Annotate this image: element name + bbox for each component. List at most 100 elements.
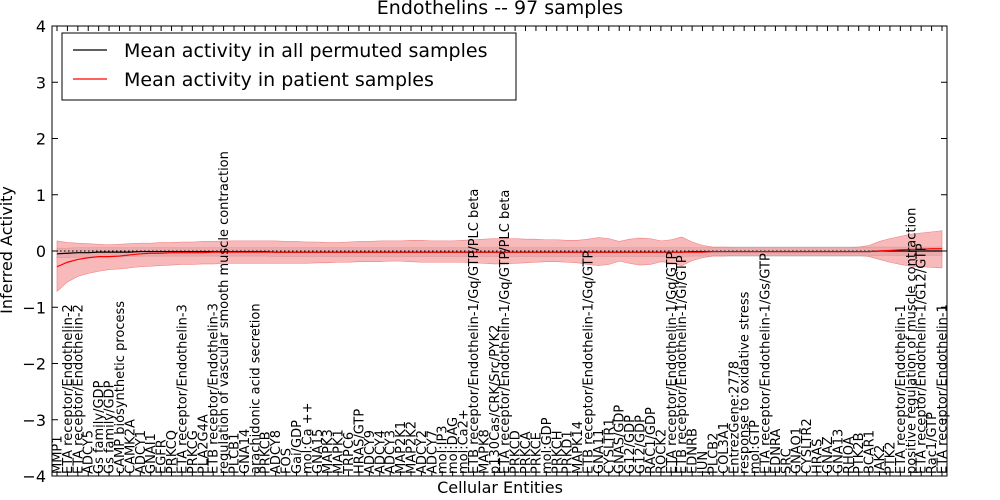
x-tick-label: ETA receptor/Endothelin-2	[71, 304, 86, 474]
x-tick-label: ETA receptor/Endothelin-1/Gs/GTP	[759, 253, 774, 474]
x-tick-label: PRKCG	[186, 430, 201, 474]
mean-lines	[56, 248, 942, 268]
y-tick-label: 1	[36, 186, 46, 205]
y-tick-label: −3	[22, 411, 46, 430]
legend-label-permuted: Mean activity in all permuted samples	[124, 40, 487, 62]
x-tick-label: MAPK14	[571, 421, 586, 474]
y-tick-label: −2	[22, 355, 46, 374]
x-tick-label: PLCB2	[706, 433, 721, 474]
x-tick-label: ADCY4	[373, 430, 388, 474]
x-tick-label: PLCB1	[228, 433, 243, 474]
x-tick-label: EGFR	[155, 439, 170, 474]
x-tick-label: PRKD1	[561, 430, 576, 474]
x-tick-label: G12/GDP	[623, 415, 638, 474]
x-tick-label: Rac1/GTP	[925, 412, 940, 474]
x-tick-label: p130Cas/CRK/Src/PYK2	[488, 325, 503, 474]
x-tick-label: ETB receptor/Endothelin-1/Gq/GTP	[582, 251, 597, 474]
x-tick-label: ADCY9	[363, 430, 378, 474]
y-tick-label: 4	[36, 17, 46, 36]
x-tick-label: CAMK2A	[123, 419, 138, 474]
x-tick-label: EntrezGene:2778	[727, 361, 742, 474]
x-tick-label: PRKCD	[509, 430, 524, 474]
x-tick-label: GNA13	[831, 429, 846, 474]
x-tick-label: FOS	[280, 448, 295, 474]
x-tick-label: ETB receptor/Endothelin-1/Gi/GTP	[675, 255, 690, 474]
x-tick-label: mol:GDP	[540, 417, 555, 474]
x-tick-label: positive regulation of muscle contractio…	[904, 208, 919, 474]
x-tick-label: PRKCB	[259, 431, 274, 474]
x-tick-label: Gs family/GDP	[92, 380, 107, 474]
x-tick-label: PRKCE	[529, 432, 544, 474]
x-tick-label: MAP2K1	[394, 421, 409, 474]
x-tick-label: GNAS/GDP	[613, 405, 628, 474]
legend: Mean activity in all permuted samples Me…	[61, 32, 517, 101]
x-tick-label: PLA2G4A	[196, 414, 211, 474]
x-tick-label: GNA15	[311, 429, 326, 474]
x-tick-label: mol:DAG	[446, 417, 461, 474]
x-tick-label: MAPK1	[332, 429, 347, 474]
x-tick-label: GNAI1	[144, 433, 159, 474]
x-tick-label: mol:GTP	[748, 420, 763, 474]
x-tick-label: mol:Ca2+	[457, 409, 472, 474]
x-tick-label: PRKCA	[519, 431, 534, 474]
x-tick-label: TRPC6	[342, 432, 357, 475]
x-tick-label: ETA receptor/Endothelin-1	[936, 304, 951, 474]
x-tick-label: SRC	[779, 448, 794, 474]
x-tick-label: PTK2B	[852, 433, 867, 475]
x-tick-label: ADCY7	[425, 430, 440, 474]
x-tick-label: EDNRB	[686, 428, 701, 474]
x-tick-label: JAK2	[873, 445, 888, 475]
x-tick-label: COL3A1	[717, 422, 732, 474]
x-tick-label: MAPK8	[477, 429, 492, 474]
x-tick-label: MMP1	[51, 435, 66, 474]
x-tick-label: JUN	[696, 451, 711, 475]
x-tick-label: HRAS/GTP	[352, 409, 367, 474]
x-tick-label: ETA receptor/Endothelin-1/G12/GTP	[915, 243, 930, 474]
series-1-mean-line	[56, 248, 942, 268]
x-tick-label: MAPK3	[321, 429, 336, 474]
x-tick-label: mol:Ca ++	[300, 402, 315, 474]
y-tick-label: −4	[22, 467, 46, 486]
x-tick-label: GNA11	[592, 429, 607, 474]
x-tick-label: G12/GDP	[634, 415, 649, 474]
x-tick-label: GNA14	[238, 429, 253, 474]
x-tick-label: Gai/GDP	[290, 420, 305, 474]
x-tick-label: ETA receptor/Endothelin-1/Gq/GTP/PLC bet…	[498, 190, 513, 474]
x-tick-label: ETA receptor/Endothelin-3	[175, 304, 190, 474]
y-axis-title: Inferred Activity	[0, 186, 16, 314]
y-tick-label: 2	[36, 130, 46, 149]
x-tick-label: CYSLTR2	[800, 418, 815, 474]
x-tick-label: arachidonic acid secretion	[248, 303, 263, 474]
x-tick-label: PTK2	[883, 441, 898, 474]
x-tick-label: response to oxidative stress	[738, 291, 753, 474]
x-tick-label: ETA receptor/Endothelin-2	[61, 304, 76, 474]
x-tick-label: CYSLTR1	[602, 418, 617, 474]
x-tick-label: RHOA	[842, 436, 857, 474]
x-tick-label: ADCY5	[82, 430, 97, 474]
legend-box	[61, 32, 517, 101]
x-tick-label: ROCK2	[654, 429, 669, 474]
y-tick-label: −1	[22, 298, 46, 317]
x-tick-label: PRKCH	[550, 430, 565, 474]
x-tick-label: cAMP biosynthetic process	[113, 301, 128, 474]
x-tick-label: MAP2K2	[405, 421, 420, 474]
x-tick-label: ADCY1	[134, 430, 149, 474]
x-tick-label: ETB receptor/Endothelin-1/Gq/GTP/PLC bet…	[467, 189, 482, 474]
x-tick-label: Gs family/GDP	[103, 380, 118, 474]
x-tick-label: ADCY3	[384, 430, 399, 474]
x-axis-title: Cellular Entities	[437, 478, 563, 497]
x-tick-label: BCAR1	[863, 430, 878, 474]
x-tick-label: ADCY2	[415, 430, 430, 474]
y-tick-label: 0	[36, 242, 46, 261]
x-tick-label: ADCY8	[269, 430, 284, 474]
x-tick-label: ETA receptor/Endothelin-1	[894, 304, 909, 474]
x-tick-label: ETB receptor/Endothelin-3	[207, 303, 222, 474]
series-1-band	[56, 230, 943, 293]
y-tick-label: 3	[36, 73, 46, 92]
chart-title: Endothelins -- 97 samples	[377, 0, 623, 19]
x-tick-label: GNAO1	[790, 427, 805, 474]
x-tick-label: HRAS	[811, 439, 826, 474]
